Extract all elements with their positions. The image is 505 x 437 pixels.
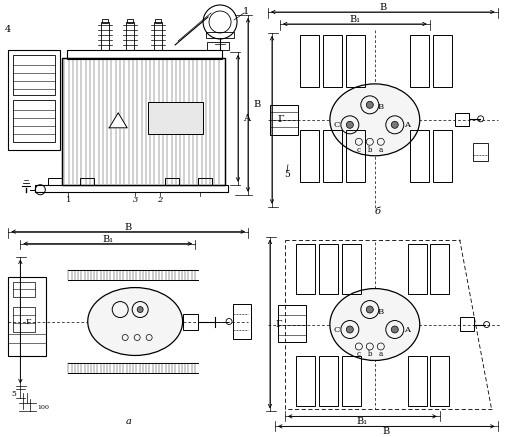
Bar — [319, 244, 338, 294]
Text: b: b — [368, 146, 372, 154]
Text: A: A — [243, 114, 250, 123]
Text: 4: 4 — [5, 25, 12, 35]
Text: 100: 100 — [37, 405, 49, 410]
Polygon shape — [109, 113, 127, 128]
Bar — [342, 244, 361, 294]
Ellipse shape — [330, 288, 420, 361]
Bar — [80, 178, 94, 185]
Circle shape — [391, 326, 398, 333]
Circle shape — [137, 306, 143, 312]
Bar — [346, 130, 365, 182]
Text: 5: 5 — [12, 390, 16, 399]
Bar — [67, 50, 222, 59]
Bar — [165, 178, 179, 185]
Text: Г: Г — [25, 318, 31, 326]
Bar — [183, 313, 198, 329]
Bar — [101, 22, 109, 50]
Ellipse shape — [330, 84, 420, 156]
Text: 1: 1 — [243, 7, 249, 17]
Bar — [473, 143, 488, 161]
Bar — [346, 35, 365, 87]
Bar — [9, 50, 60, 150]
Text: Г: Г — [277, 115, 283, 124]
Text: 1: 1 — [66, 196, 71, 204]
Bar — [323, 35, 342, 87]
Text: B₁: B₁ — [349, 15, 361, 24]
Bar — [13, 281, 35, 297]
Bar — [13, 306, 35, 332]
Bar — [148, 102, 203, 134]
Bar — [296, 244, 315, 294]
Text: б: б — [375, 207, 381, 216]
Bar — [207, 42, 229, 50]
Bar — [35, 185, 228, 192]
Bar — [430, 357, 449, 406]
Bar — [62, 58, 225, 185]
Bar — [102, 19, 108, 23]
Text: 3: 3 — [132, 196, 138, 204]
Bar — [9, 277, 46, 357]
Bar — [126, 22, 134, 50]
Bar — [460, 316, 474, 330]
Circle shape — [366, 101, 373, 108]
Bar — [13, 100, 55, 142]
Bar — [408, 357, 427, 406]
Bar — [342, 357, 361, 406]
Text: B₁: B₁ — [357, 417, 368, 426]
Bar — [155, 19, 161, 23]
Text: Г: Г — [275, 319, 281, 329]
Bar — [433, 130, 451, 182]
Text: B: B — [383, 427, 390, 436]
Bar — [410, 130, 429, 182]
Text: 5: 5 — [284, 170, 290, 179]
Bar — [13, 55, 55, 95]
Bar — [300, 35, 319, 87]
Text: C: C — [334, 121, 340, 129]
Text: C: C — [334, 326, 340, 333]
Bar — [48, 178, 62, 185]
Bar — [62, 58, 225, 185]
Bar — [319, 357, 338, 406]
Circle shape — [346, 121, 353, 128]
Text: B: B — [125, 223, 132, 232]
Bar — [127, 19, 133, 23]
Text: a: a — [379, 350, 383, 358]
Bar — [323, 130, 342, 182]
Text: c: c — [357, 146, 361, 154]
Text: c: c — [357, 350, 361, 358]
Circle shape — [346, 326, 353, 333]
Text: а: а — [125, 417, 131, 426]
Text: B: B — [253, 101, 260, 109]
Text: B: B — [378, 308, 384, 316]
Bar — [154, 22, 162, 50]
Bar — [300, 130, 319, 182]
Circle shape — [366, 306, 373, 313]
Bar — [296, 357, 315, 406]
Bar — [233, 304, 251, 340]
Bar — [408, 244, 427, 294]
Text: a: a — [379, 146, 383, 154]
Circle shape — [391, 121, 398, 128]
Bar — [430, 244, 449, 294]
Bar — [454, 113, 469, 126]
Bar — [410, 35, 429, 87]
Text: B: B — [378, 103, 384, 111]
Text: A: A — [404, 326, 410, 333]
Bar — [433, 35, 451, 87]
Text: B₁: B₁ — [102, 235, 113, 244]
Ellipse shape — [88, 288, 183, 355]
Text: A: A — [404, 121, 410, 129]
Bar — [270, 105, 298, 135]
Bar — [278, 305, 306, 343]
Text: B: B — [379, 3, 386, 13]
Text: b: b — [368, 350, 372, 358]
Bar — [206, 32, 234, 38]
Text: 2: 2 — [158, 196, 163, 204]
Bar — [198, 178, 212, 185]
